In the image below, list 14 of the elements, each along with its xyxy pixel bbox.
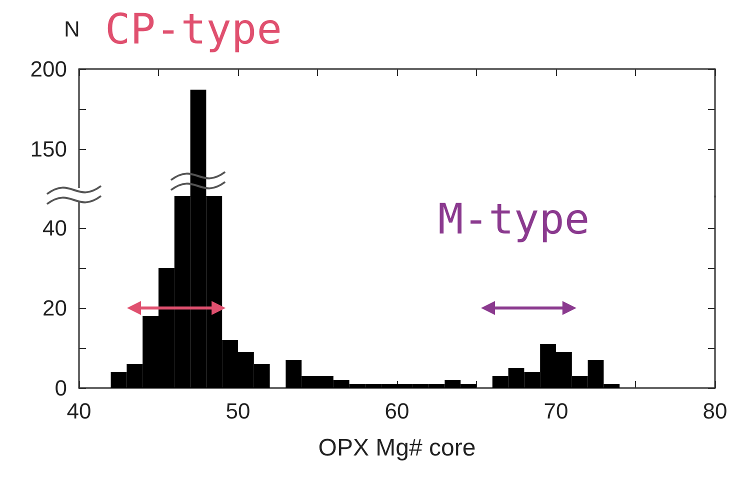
y-tick-label: 0 [54, 376, 67, 400]
x-tick-label: 60 [384, 398, 410, 424]
y-tick-label: 200 [30, 56, 67, 82]
x-axis-title: OPX Mg# core [318, 434, 476, 462]
y-tick-label: 20 [42, 296, 67, 320]
y-axis-title: N [64, 16, 80, 42]
x-tick-label: 70 [544, 398, 568, 424]
text: CP-type [105, 4, 282, 54]
annotation: M-type [438, 194, 590, 244]
x-tick-label: 80 [702, 398, 728, 424]
x-tick-label: 50 [226, 398, 250, 424]
y-tick-label: 40 [42, 216, 67, 240]
x-tick-label: 40 [66, 398, 92, 424]
y-tick-label: 150 [30, 136, 67, 162]
